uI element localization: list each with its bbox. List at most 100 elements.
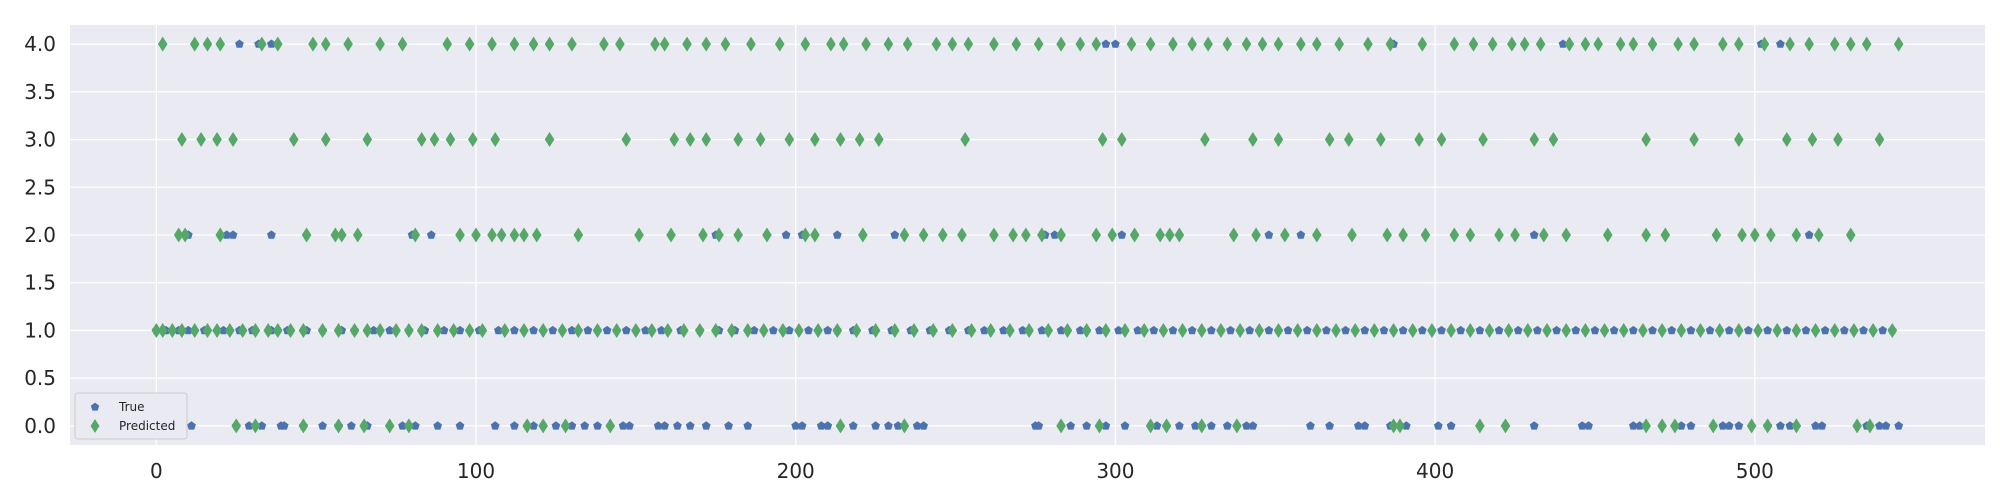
true-point	[494, 325, 503, 335]
true-point	[510, 421, 519, 430]
true-point	[823, 325, 833, 335]
predicted-point	[1615, 36, 1626, 52]
predicted-point	[1395, 418, 1405, 434]
predicted-point	[631, 322, 641, 338]
predicted-point	[733, 227, 743, 243]
predicted-point	[1280, 227, 1290, 243]
true-point	[871, 421, 880, 430]
legend-predicted-label: Predicted	[119, 419, 175, 433]
predicted-point	[573, 227, 584, 243]
true-point	[455, 325, 465, 335]
predicted-point	[519, 227, 529, 243]
predicted-point	[464, 36, 475, 52]
predicted-point	[237, 322, 248, 338]
predicted-point	[1753, 322, 1763, 338]
true-point	[1075, 325, 1085, 335]
predicted-point	[1865, 418, 1875, 434]
predicted-point	[928, 322, 938, 338]
true-point	[228, 230, 238, 239]
predicted-point	[615, 36, 625, 52]
true-point	[1776, 421, 1785, 430]
predicted-point	[1766, 227, 1776, 243]
predicted-point	[1273, 36, 1284, 52]
true-point	[183, 325, 193, 335]
predicted-point	[499, 322, 510, 338]
predicted-point	[778, 322, 788, 338]
predicted-point	[1388, 322, 1399, 338]
predicted-point	[468, 132, 478, 148]
predicted-point	[1200, 132, 1210, 148]
true-point	[657, 325, 666, 335]
predicted-point	[742, 322, 753, 338]
predicted-point	[288, 132, 299, 148]
predicted-point	[1638, 322, 1648, 338]
predicted-point	[1232, 418, 1242, 434]
predicted-point	[215, 227, 226, 243]
true-point	[1120, 421, 1130, 430]
predicted-point	[1487, 36, 1498, 52]
predicted-point	[1695, 322, 1706, 338]
predicted-point	[1580, 322, 1591, 338]
true-point	[583, 325, 593, 335]
true-point	[1776, 39, 1785, 48]
predicted-point	[496, 227, 507, 243]
predicted-point	[544, 36, 555, 52]
predicted-point	[762, 227, 772, 243]
true-point	[1648, 325, 1657, 335]
predicted-point	[544, 132, 555, 148]
predicted-point	[317, 322, 328, 338]
y-tick-label: 0.0	[24, 414, 56, 438]
predicted-point	[225, 322, 235, 338]
y-tick-label: 3.0	[24, 128, 56, 152]
predicted-point	[960, 132, 970, 148]
true-point	[749, 325, 759, 335]
true-point	[567, 325, 577, 335]
predicted-point	[448, 322, 459, 338]
predicted-point	[1056, 227, 1066, 243]
true-point	[1705, 325, 1715, 335]
predicted-point	[1139, 322, 1149, 338]
predicted-point	[918, 227, 929, 243]
true-point	[625, 421, 634, 430]
predicted-point	[1024, 322, 1034, 338]
predicted-point	[228, 132, 238, 148]
true-point	[1878, 325, 1888, 335]
true-point	[641, 325, 650, 335]
predicted-point	[1734, 36, 1744, 52]
true-point	[1325, 421, 1334, 430]
predicted-point	[1164, 227, 1175, 243]
predicted-point	[1037, 227, 1047, 243]
predicted-point	[883, 36, 894, 52]
predicted-point	[966, 322, 977, 338]
true-point	[1718, 421, 1728, 430]
predicted-point	[257, 36, 267, 52]
predicted-point	[429, 132, 440, 148]
true-point	[279, 421, 289, 430]
predicted-point	[1737, 227, 1747, 243]
predicted-point	[1641, 418, 1651, 434]
predicted-point	[1529, 132, 1540, 148]
predicted-point	[1500, 418, 1511, 434]
predicted-point	[1449, 36, 1460, 52]
true-point	[1804, 230, 1814, 239]
predicted-point	[445, 132, 456, 148]
true-point	[1558, 39, 1568, 48]
predicted-point	[333, 322, 344, 338]
predicted-point	[1593, 36, 1603, 52]
true-point	[602, 325, 612, 335]
predicted-point	[455, 227, 465, 243]
true-point	[816, 421, 826, 430]
predicted-point	[1101, 322, 1111, 338]
predicted-point	[989, 227, 999, 243]
predicted-point	[1535, 36, 1546, 52]
true-point	[1782, 325, 1792, 335]
predicted-point	[1091, 227, 1102, 243]
predicted-point	[1523, 322, 1533, 338]
true-point	[1629, 325, 1638, 335]
x-tick-label: 400	[1416, 459, 1454, 483]
true-point	[1187, 325, 1197, 335]
predicted-point	[349, 322, 360, 338]
predicted-point	[1081, 322, 1092, 338]
true-point	[1296, 230, 1306, 239]
true-point	[781, 230, 791, 239]
